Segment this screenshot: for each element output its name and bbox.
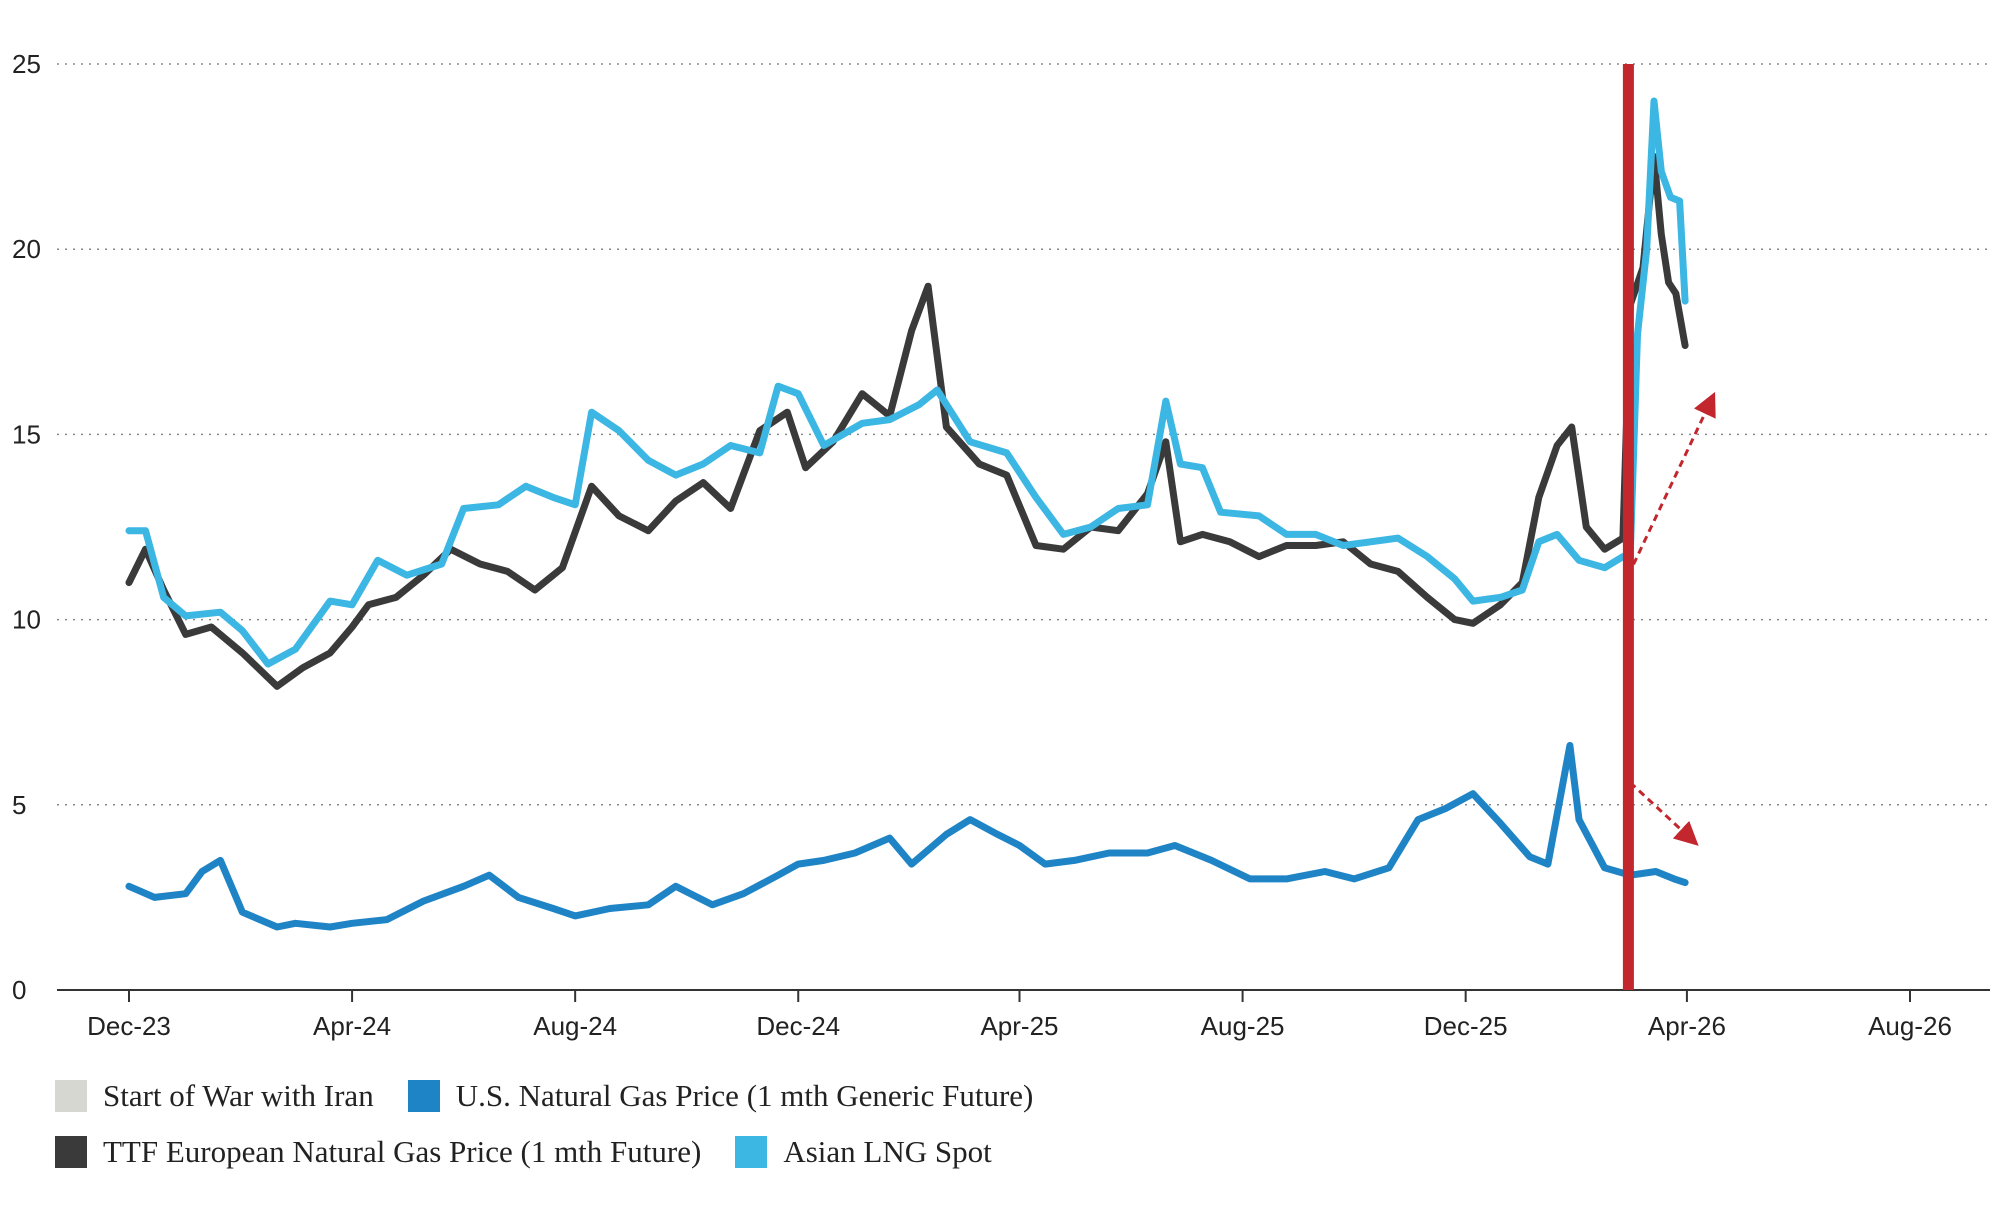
x-tick-label: Apr-24	[313, 1011, 391, 1041]
x-tick-label: Dec-24	[756, 1011, 840, 1041]
asian-lng-spot-series-line	[125, 97, 1689, 668]
legend-label: Asian LNG Spot	[783, 1134, 992, 1169]
x-tick-label: Aug-26	[1868, 1011, 1952, 1041]
x-tick-label: Dec-25	[1424, 1011, 1508, 1041]
legend-row-1: Start of War with Iran U.S. Natural Gas …	[55, 1068, 1955, 1124]
y-tick-label: 10	[12, 605, 41, 635]
ttf-european-gas-series-line	[125, 153, 1689, 690]
legend-item-start-of-war: Start of War with Iran	[55, 1078, 374, 1114]
us-natural-gas-series-line	[125, 742, 1689, 931]
legend-item-ttf-european-gas: TTF European Natural Gas Price (1 mth Fu…	[55, 1134, 701, 1170]
x-tick-label: Aug-25	[1201, 1011, 1285, 1041]
legend-item-us-natural-gas: U.S. Natural Gas Price (1 mth Generic Fu…	[407, 1078, 1034, 1114]
legend-label: TTF European Natural Gas Price (1 mth Fu…	[103, 1134, 702, 1169]
x-tick-label: Dec-23	[87, 1011, 171, 1041]
legend-row-2: TTF European Natural Gas Price (1 mth Fu…	[55, 1124, 1955, 1180]
legend-swatch	[407, 1080, 440, 1112]
legend-swatch	[735, 1136, 768, 1168]
legend-swatch	[55, 1080, 87, 1112]
downward-trend-arrow	[1629, 781, 1699, 846]
upward-trend-arrow	[1627, 391, 1716, 576]
x-tick-label: Aug-24	[533, 1011, 617, 1041]
y-tick-label: 15	[12, 419, 41, 449]
y-tick-label: 20	[12, 234, 41, 264]
y-tick-label: 0	[12, 975, 26, 1005]
legend-label: U.S. Natural Gas Price (1 mth Generic Fu…	[455, 1078, 1034, 1113]
y-tick-label: 5	[12, 790, 26, 820]
legend-item-asian-lng-spot: Asian LNG Spot	[735, 1134, 992, 1170]
legend-swatch	[55, 1136, 87, 1168]
x-tick-label: Apr-25	[980, 1011, 1058, 1041]
legend-label: Start of War with Iran	[103, 1078, 374, 1113]
x-tick-label: Apr-26	[1648, 1011, 1726, 1041]
chart-legend: Start of War with Iran U.S. Natural Gas …	[55, 1068, 1955, 1180]
y-tick-label: 25	[12, 49, 41, 79]
